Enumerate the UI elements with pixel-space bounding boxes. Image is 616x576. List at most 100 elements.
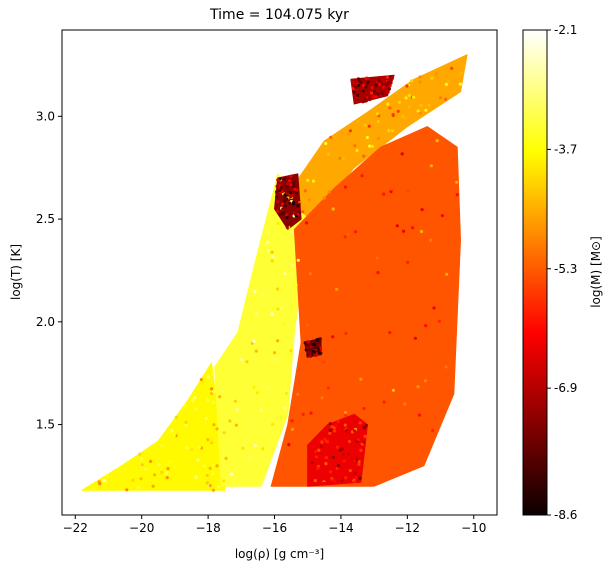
scatter-point bbox=[458, 82, 462, 86]
scatter-point bbox=[338, 433, 342, 437]
scatter-point bbox=[314, 455, 318, 459]
scatter-point bbox=[140, 463, 144, 467]
scatter-point bbox=[313, 479, 317, 483]
scatter-point bbox=[382, 400, 386, 404]
scatter-point bbox=[366, 88, 370, 92]
scatter-point bbox=[324, 462, 328, 466]
scatter-point bbox=[218, 395, 222, 399]
scatter-point bbox=[304, 221, 309, 225]
scatter-point bbox=[160, 470, 164, 474]
scatter-point bbox=[450, 66, 454, 70]
scatter-point bbox=[105, 473, 109, 478]
scatter-point bbox=[283, 193, 287, 197]
scatter-point bbox=[347, 232, 351, 236]
scatter-point bbox=[335, 287, 339, 291]
scatter-point bbox=[361, 100, 365, 104]
scatter-point bbox=[347, 439, 351, 444]
scatter-point bbox=[444, 97, 448, 101]
scatter-point bbox=[400, 152, 404, 156]
scatter-point bbox=[353, 230, 358, 234]
scatter-point bbox=[294, 283, 298, 287]
scatter-point bbox=[125, 488, 129, 492]
scatter-point bbox=[362, 440, 366, 444]
scatter-point bbox=[272, 351, 277, 355]
scatter-point bbox=[335, 466, 339, 471]
scatter-point bbox=[350, 457, 354, 461]
scatter-point bbox=[362, 406, 366, 411]
colorbar bbox=[522, 29, 548, 516]
scatter-point bbox=[440, 214, 444, 218]
scatter-point bbox=[326, 386, 330, 390]
colorbar-tick-label: -8.6 bbox=[554, 508, 577, 522]
scatter-point bbox=[366, 76, 370, 80]
scatter-point bbox=[370, 86, 374, 90]
scatter-point bbox=[212, 401, 216, 405]
scatter-point bbox=[346, 430, 350, 434]
scatter-point bbox=[266, 249, 271, 253]
scatter-point bbox=[412, 95, 416, 99]
scatter-point bbox=[239, 358, 244, 362]
scatter-point bbox=[358, 421, 362, 425]
scatter-point bbox=[144, 467, 148, 471]
scatter-point bbox=[382, 192, 386, 196]
scatter-point bbox=[137, 486, 141, 490]
scatter-point bbox=[276, 307, 280, 311]
scatter-point bbox=[459, 71, 463, 75]
scatter-point bbox=[259, 408, 263, 412]
colorbar-tick-label: -5.3 bbox=[554, 262, 577, 276]
x-tick-label: −16 bbox=[262, 521, 287, 535]
scatter-point bbox=[288, 201, 292, 205]
scatter-point bbox=[455, 193, 459, 197]
scatter-point bbox=[266, 286, 270, 290]
scatter-point bbox=[208, 473, 212, 477]
scatter-point bbox=[283, 322, 287, 327]
scatter-point bbox=[307, 198, 311, 202]
scatter-point bbox=[222, 431, 226, 435]
scatter-point bbox=[328, 422, 332, 426]
scatter-point bbox=[331, 134, 336, 138]
scatter-point bbox=[277, 204, 281, 208]
scatter-point bbox=[278, 212, 282, 216]
scatter-point bbox=[353, 429, 357, 433]
scatter-point bbox=[296, 392, 300, 397]
scatter-point bbox=[335, 445, 339, 449]
scatter-point bbox=[348, 139, 352, 143]
scatter-point bbox=[211, 488, 215, 492]
scatter-point bbox=[301, 210, 305, 214]
scatter-point bbox=[320, 396, 324, 400]
scatter-point bbox=[355, 148, 359, 152]
scatter-point bbox=[317, 344, 321, 348]
scatter-point bbox=[296, 207, 300, 211]
scatter-point bbox=[289, 183, 293, 187]
scatter-point bbox=[285, 213, 289, 217]
scatter-point bbox=[340, 447, 344, 451]
scatter-point bbox=[390, 76, 394, 80]
scatter-point bbox=[301, 412, 305, 416]
scatter-point bbox=[165, 471, 169, 475]
scatter-point bbox=[255, 364, 260, 368]
scatter-point bbox=[170, 429, 174, 433]
scatter-point bbox=[364, 423, 368, 428]
y-tick-label: 1.5 bbox=[36, 418, 55, 432]
scatter-point bbox=[356, 119, 360, 123]
scatter-point bbox=[403, 402, 407, 406]
scatter-point bbox=[316, 466, 320, 470]
scatter-point bbox=[184, 423, 188, 427]
scatter-point bbox=[346, 452, 350, 456]
scatter-point bbox=[310, 461, 314, 465]
scatter-point bbox=[362, 154, 366, 158]
data-region-0 bbox=[81, 362, 226, 491]
scatter-point bbox=[386, 80, 390, 84]
scatter-point bbox=[444, 365, 448, 369]
plot-frame bbox=[61, 29, 498, 516]
x-tick-label: −18 bbox=[195, 521, 220, 535]
scatter-point bbox=[387, 129, 391, 133]
scatter-point bbox=[266, 231, 270, 235]
scatter-point bbox=[308, 272, 312, 276]
scatter-point bbox=[172, 433, 176, 437]
scatter-point bbox=[286, 175, 290, 179]
scatter-point bbox=[352, 480, 357, 484]
scatter-point bbox=[348, 418, 352, 422]
scatter-point bbox=[275, 209, 280, 213]
scatter-point bbox=[194, 475, 198, 479]
